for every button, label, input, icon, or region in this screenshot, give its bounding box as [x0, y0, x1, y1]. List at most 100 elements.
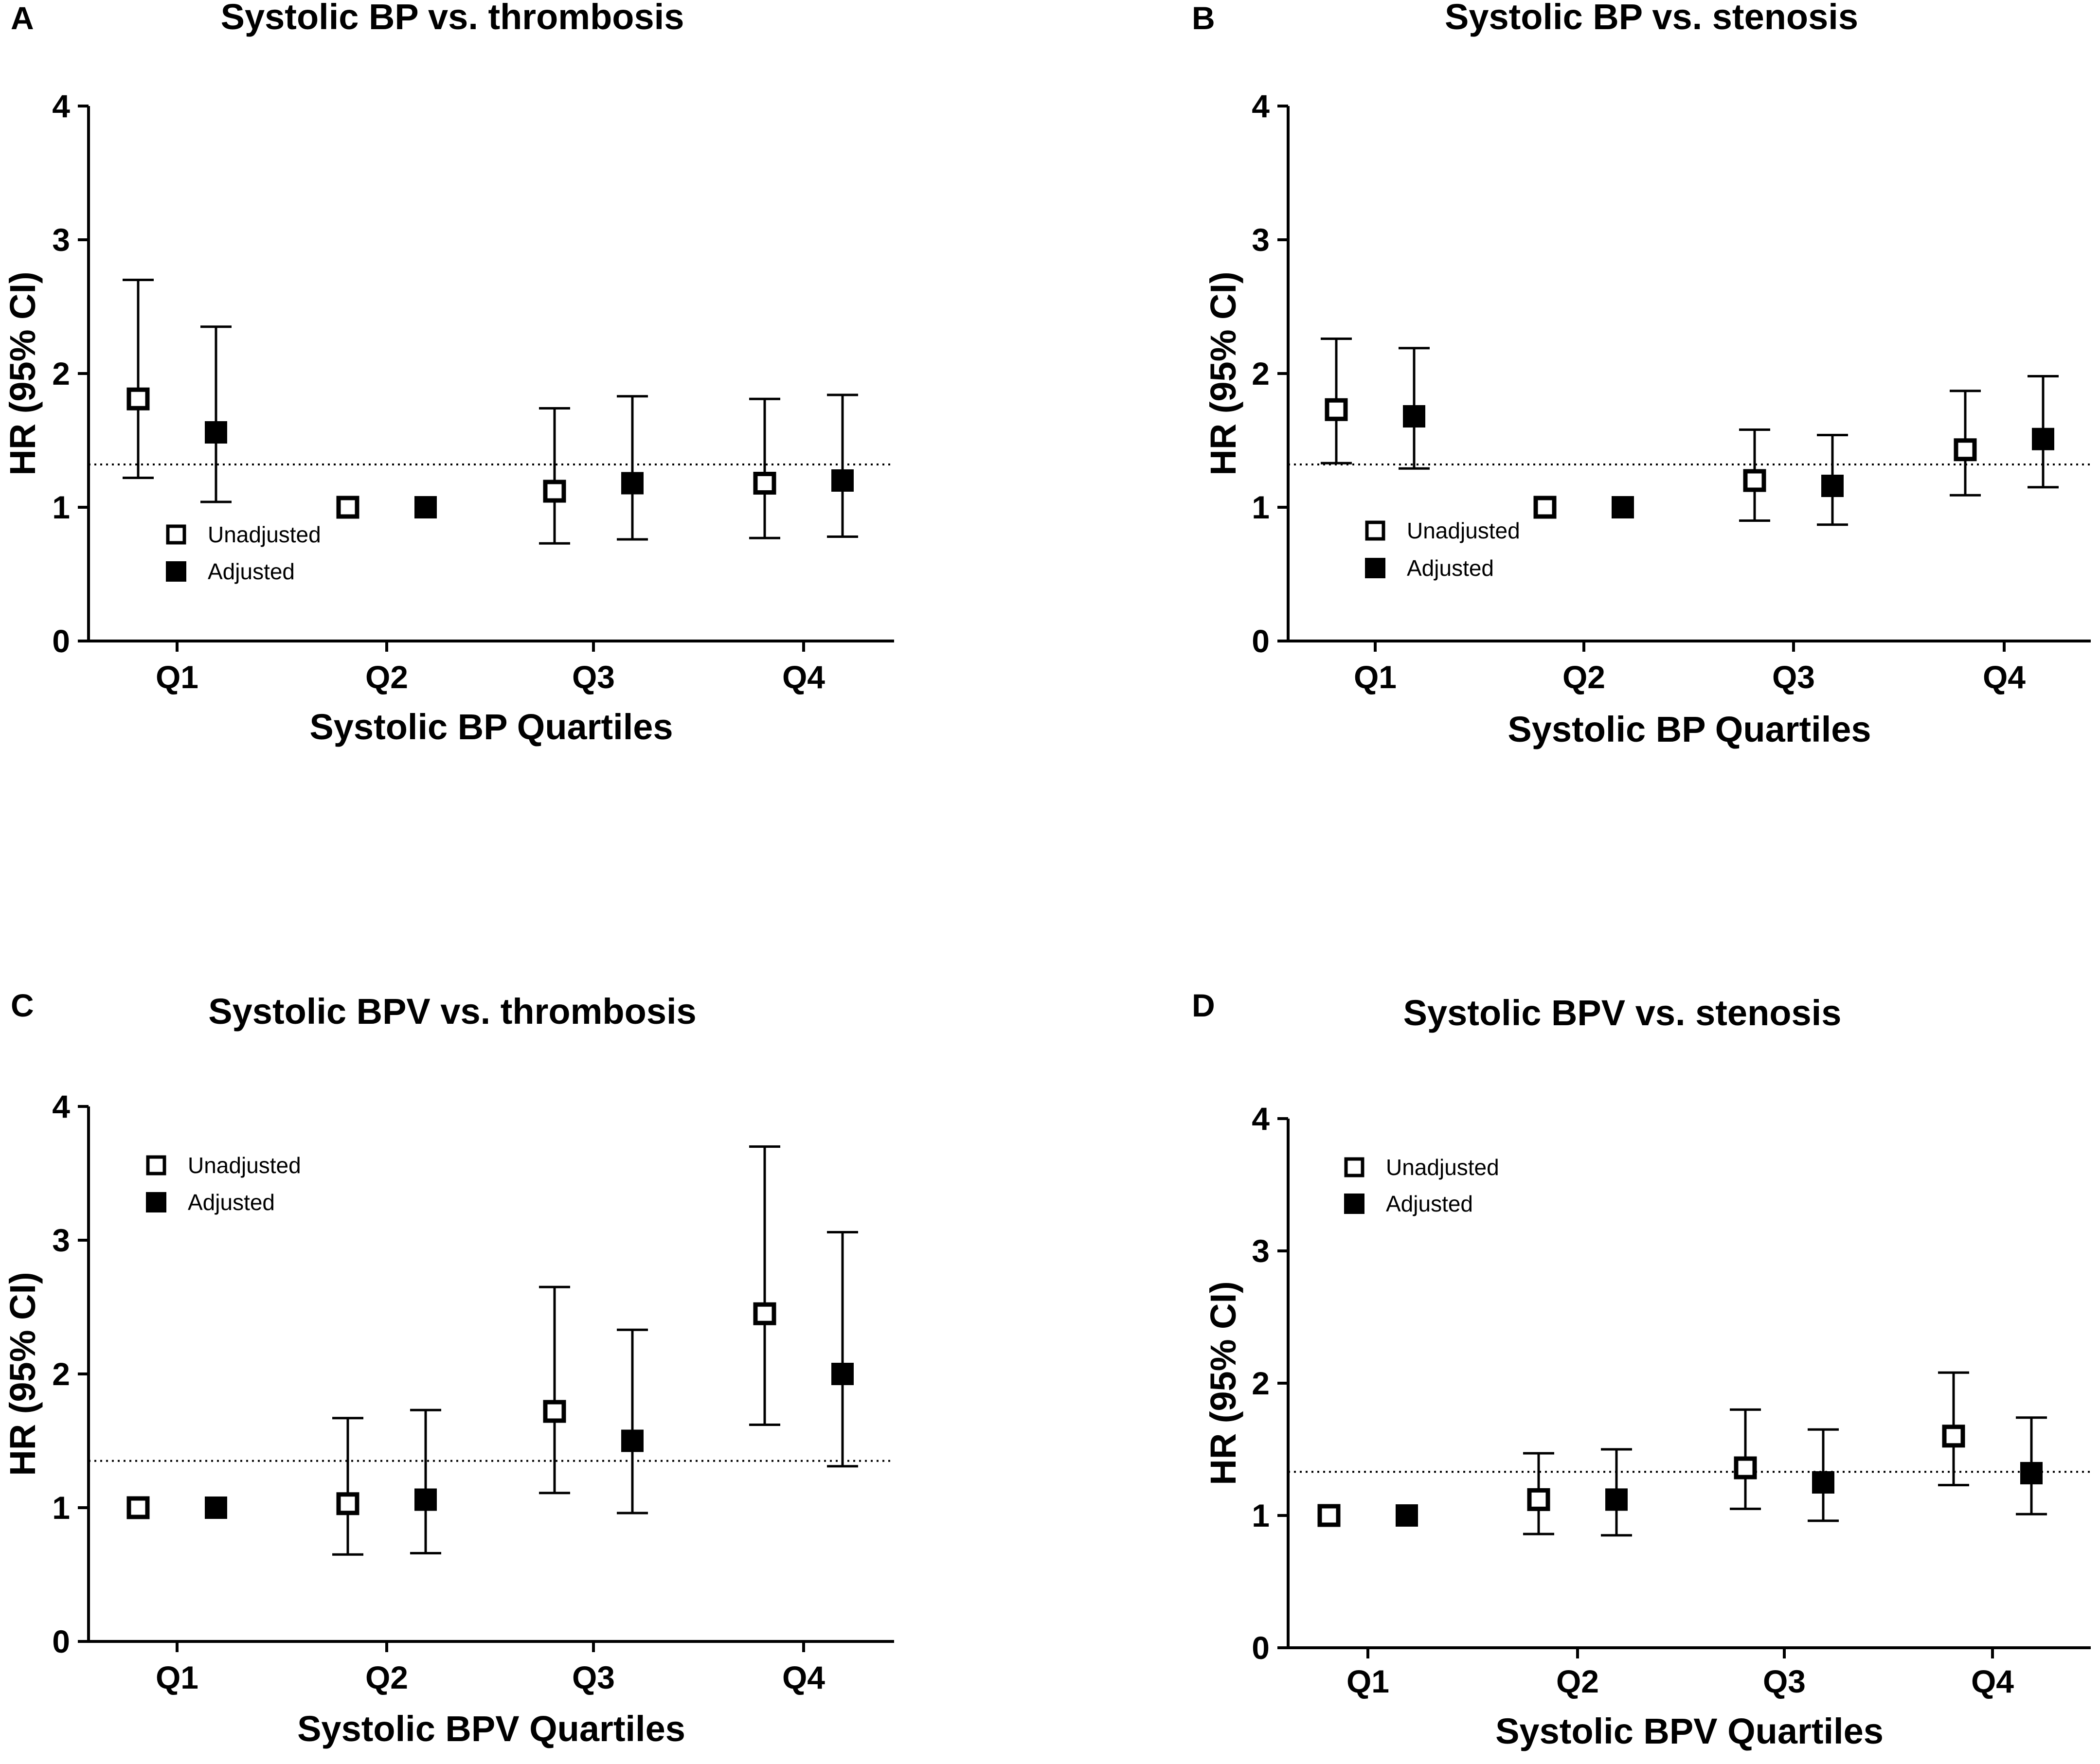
y-axis-title: HR (95% CI): [1203, 271, 1243, 475]
data-point-adjusted: [621, 1429, 644, 1452]
y-tick-label: 4: [1252, 88, 1270, 124]
legend-label-adjusted: Adjusted: [208, 559, 295, 584]
y-tick-label: 2: [52, 1356, 70, 1392]
panel-c: C Systolic BPV vs. thrombosis 0 1 2 3 4 Q1 Q2 Q3 Q…: [2, 987, 894, 1749]
y-tick-label: 0: [52, 623, 70, 659]
data-point-adjusted: [621, 472, 644, 495]
panel-title: Systolic BPV vs. stenosis: [1403, 993, 1842, 1033]
legend-label-adjusted: Adjusted: [188, 1190, 275, 1215]
y-tick-label: 4: [52, 1088, 70, 1124]
data-point-adjusted: [1396, 1504, 1418, 1527]
data-point-unadjusted: [1734, 1456, 1757, 1479]
data-point-unadjusted: [1942, 1425, 1965, 1448]
legend-marker-unadjusted: [166, 524, 186, 545]
x-tick-label: Q3: [1772, 659, 1815, 695]
y-tick-label: 3: [52, 222, 70, 258]
y-axis-title: HR (95% CI): [2, 1272, 43, 1476]
legend-marker-unadjusted: [1344, 1157, 1364, 1177]
x-tick-label: Q2: [1562, 659, 1605, 695]
data-point-unadjusted: [126, 387, 150, 410]
data-point-adjusted: [1403, 405, 1425, 428]
x-tick-label: Q1: [156, 659, 198, 695]
legend-label-adjusted: Adjusted: [1407, 555, 1494, 581]
data-point-adjusted: [2020, 1461, 2043, 1484]
y-axis-title: HR (95% CI): [2, 271, 43, 475]
data-point-adjusted: [831, 469, 854, 492]
y-tick-label: 2: [1252, 356, 1270, 392]
x-tick-label: Q3: [1763, 1663, 1806, 1699]
panel-letter: A: [11, 0, 34, 36]
legend-label-adjusted: Adjusted: [1386, 1191, 1473, 1216]
x-tick-label: Q4: [782, 659, 825, 695]
legend-marker-adjusted: [146, 1192, 166, 1212]
y-tick-label: 1: [1252, 489, 1270, 525]
data-point-unadjusted: [1325, 398, 1348, 421]
panel-d: D Systolic BPV vs. stenosis 0 1 2 3 4 Q1 Q2 Q3 Q4 S…: [1192, 987, 2091, 1751]
data-point-adjusted: [414, 1488, 437, 1511]
data-point-unadjusted: [543, 480, 566, 503]
data-point-unadjusted: [1527, 1488, 1550, 1511]
legend-label-unadjusted: Unadjusted: [1386, 1155, 1499, 1180]
data-point-unadjusted: [753, 472, 776, 495]
panel-letter: C: [11, 987, 34, 1023]
legend-marker-unadjusted: [1365, 520, 1385, 541]
data-point-unadjusted: [1317, 1504, 1341, 1527]
data-point-unadjusted: [1533, 496, 1557, 519]
x-tick-label: Q4: [1983, 659, 2026, 695]
y-tick-label: 1: [52, 1490, 70, 1526]
data-point-adjusted: [1612, 496, 1634, 518]
legend-marker-unadjusted: [146, 1155, 166, 1176]
x-tick-label: Q2: [365, 659, 408, 695]
y-tick-label: 0: [1252, 1630, 1270, 1666]
x-tick-label: Q3: [572, 1659, 615, 1695]
panel-title: Systolic BPV vs. thrombosis: [208, 991, 696, 1032]
data-point-unadjusted: [1954, 438, 1977, 462]
data-point-unadjusted: [753, 1302, 776, 1325]
y-tick-label: 1: [52, 489, 70, 525]
panel-letter: D: [1192, 987, 1215, 1023]
y-tick-label: 0: [1252, 623, 1270, 659]
legend-marker-adjusted: [1365, 558, 1385, 578]
x-axis-title: Systolic BP Quartiles: [1508, 709, 1871, 749]
x-axis-title: Systolic BPV Quartiles: [297, 1709, 685, 1749]
legend-marker-adjusted: [166, 561, 186, 582]
data-point-adjusted: [1812, 1471, 1834, 1494]
panel-letter: B: [1192, 0, 1215, 36]
x-tick-label: Q3: [572, 659, 615, 695]
legend-label-unadjusted: Unadjusted: [208, 522, 321, 547]
legend-marker-adjusted: [1344, 1194, 1364, 1214]
x-tick-label: Q2: [1556, 1663, 1599, 1699]
legend-label-unadjusted: Unadjusted: [188, 1153, 301, 1178]
legend-label-unadjusted: Unadjusted: [1407, 518, 1520, 543]
data-point-adjusted: [1605, 1488, 1628, 1511]
panel-title: Systolic BP vs. stenosis: [1445, 0, 1858, 37]
data-point-adjusted: [205, 1497, 227, 1519]
y-tick-label: 3: [1252, 1233, 1270, 1269]
data-point-adjusted: [205, 421, 227, 444]
data-point-adjusted: [831, 1363, 854, 1385]
data-point-unadjusted: [126, 1496, 150, 1519]
x-axis-title: Systolic BPV Quartiles: [1495, 1711, 1884, 1751]
data-point-unadjusted: [543, 1400, 566, 1423]
data-point-unadjusted: [1743, 469, 1766, 492]
y-tick-label: 0: [52, 1623, 70, 1659]
y-tick-label: 4: [52, 88, 70, 124]
data-point-adjusted: [1821, 475, 1844, 497]
x-tick-label: Q1: [156, 1659, 198, 1695]
data-point-adjusted: [2032, 428, 2054, 450]
y-axis-title: HR (95% CI): [1203, 1281, 1243, 1485]
y-tick-label: 3: [1252, 222, 1270, 258]
data-point-adjusted: [414, 496, 437, 518]
x-axis-title: Systolic BP Quartiles: [309, 707, 673, 747]
y-tick-label: 3: [52, 1222, 70, 1258]
x-tick-label: Q4: [782, 1659, 825, 1695]
x-tick-label: Q1: [1354, 659, 1397, 695]
x-tick-label: Q2: [365, 1659, 408, 1695]
x-tick-label: Q1: [1346, 1663, 1389, 1699]
panel-b: B Systolic BP vs. stenosis 0 1 2 3 4 Q1 Q2 Q3 Q4 Sy…: [1192, 0, 2091, 749]
y-tick-label: 2: [52, 356, 70, 392]
data-point-unadjusted: [336, 1492, 359, 1515]
panel-a: A Systolic BP vs. thrombosis 0 1 2 3 4 Q1 Q2 Q3 Q4…: [2, 0, 894, 747]
panel-title: Systolic BP vs. thrombosis: [221, 0, 684, 37]
